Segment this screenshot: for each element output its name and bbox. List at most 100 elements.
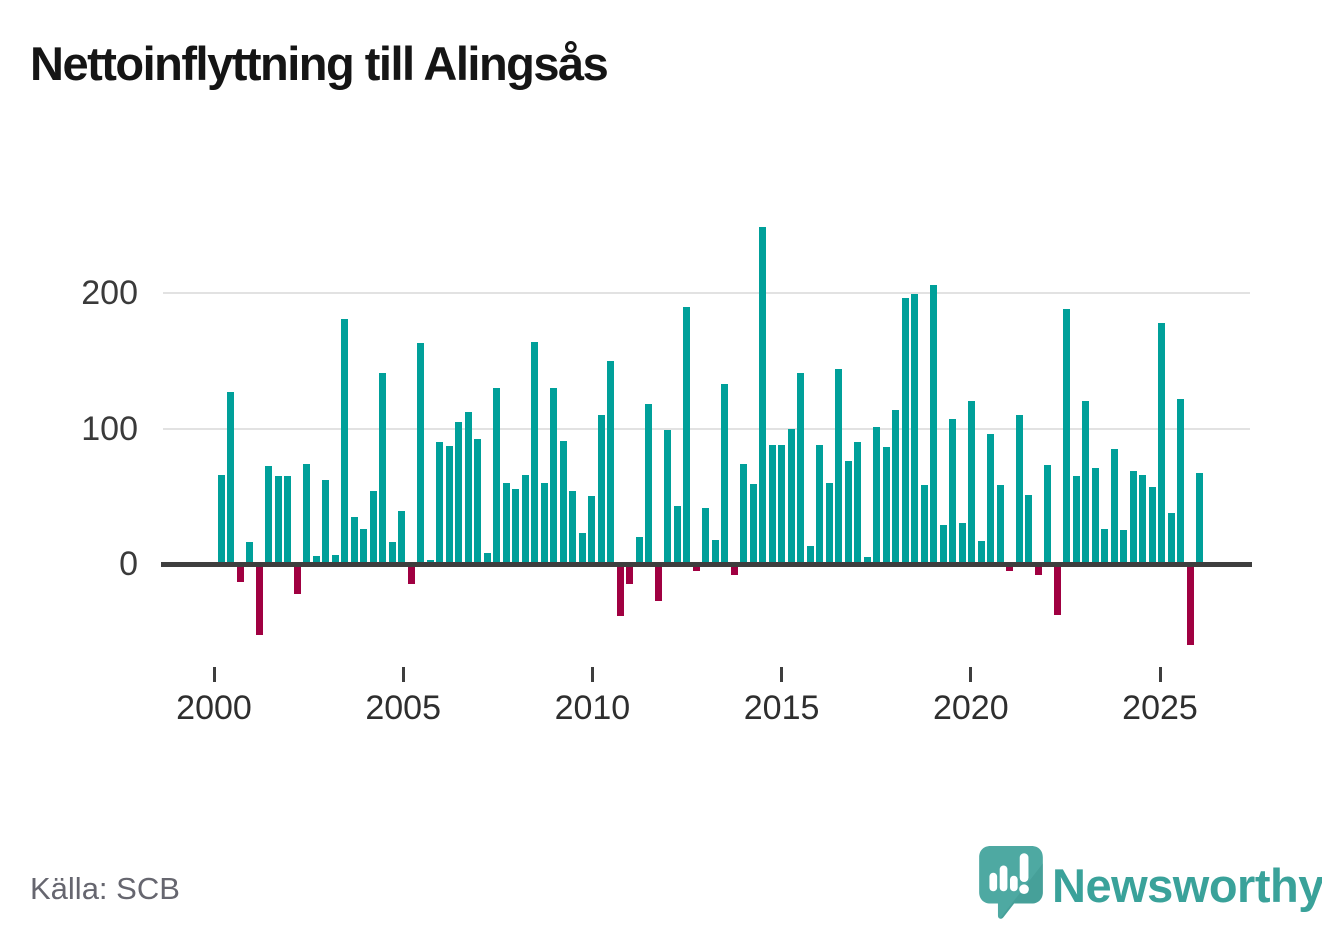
zero-axis-line — [161, 562, 1252, 567]
bar-2017q4 — [892, 409, 900, 566]
newsworthy-speech-bubble-bar-chart-icon — [979, 846, 1043, 919]
bar-2014q3 — [768, 444, 776, 566]
x-axis-label-2015: 2015 — [743, 689, 820, 727]
x-axis-label-2020: 2020 — [932, 689, 1009, 727]
bar-2010q2 — [607, 360, 615, 566]
bar-2021q1 — [1015, 414, 1023, 566]
bar-2018q3 — [920, 485, 928, 566]
x-axis-tick-2020 — [969, 667, 973, 682]
bar-2004q1 — [369, 490, 377, 566]
bar-2008q4 — [550, 387, 558, 566]
x-axis-tick-2025 — [1158, 667, 1162, 682]
bar-2024q3 — [1148, 486, 1156, 566]
bar-2002q4 — [322, 479, 330, 566]
y-axis-label-100: 100 — [81, 409, 138, 448]
bar-2006q4 — [474, 439, 482, 566]
newsworthy-wordmark: Newsworthy — [1052, 859, 1322, 912]
bar-2020q1 — [977, 540, 985, 566]
bar-2009q1 — [559, 440, 567, 566]
bar-2009q4 — [588, 496, 596, 566]
logo-bar-chart-glyph — [989, 865, 1018, 892]
bar-2008q3 — [540, 482, 548, 566]
bar-2019q1 — [939, 524, 947, 566]
gridline-200 — [163, 292, 1250, 294]
bar-2011q1 — [635, 536, 643, 566]
bar-2023q2 — [1101, 528, 1109, 566]
x-axis-tick-2000 — [212, 667, 216, 682]
y-axis-label-0: 0 — [119, 545, 138, 583]
bar-2009q3 — [578, 532, 586, 566]
bar-2000q3 — [236, 564, 244, 583]
bar-2003q2 — [341, 318, 349, 566]
bar-2007q2 — [493, 387, 501, 566]
bar-2003q4 — [360, 528, 368, 566]
bar-2017q1 — [863, 557, 871, 566]
bar-2004q3 — [388, 542, 396, 566]
bar-2002q2 — [303, 463, 311, 566]
bar-2001q3 — [274, 475, 282, 566]
bar-2012q2 — [683, 306, 691, 566]
bar-2013q2 — [721, 383, 729, 566]
bar-2012q1 — [673, 505, 681, 566]
bar-2017q2 — [873, 427, 881, 566]
bar-2015q4 — [816, 444, 824, 566]
bar-2023q3 — [1110, 448, 1118, 566]
bar-2011q4 — [664, 429, 672, 566]
x-axis-tick-2015 — [780, 667, 784, 682]
bar-2022q2 — [1063, 309, 1071, 566]
bar-2019q4 — [968, 401, 976, 566]
bar-2025q1 — [1167, 512, 1175, 566]
bar-2001q2 — [265, 466, 273, 566]
bar-2003q3 — [350, 516, 358, 566]
bar-2010q4 — [626, 564, 634, 584]
bar-2018q1 — [901, 298, 909, 566]
bar-2019q2 — [949, 419, 957, 566]
logo-exclamation-glyph — [1019, 853, 1029, 894]
bar-2015q2 — [797, 372, 805, 566]
bar-2025q4 — [1196, 473, 1204, 566]
bar-2006q3 — [464, 412, 472, 566]
bar-2009q2 — [569, 490, 577, 566]
bar-2024q2 — [1139, 474, 1147, 566]
bar-2022q3 — [1072, 475, 1080, 566]
bar-2001q1 — [255, 564, 263, 636]
bar-2018q2 — [911, 294, 919, 566]
bar-2025q2 — [1177, 398, 1185, 566]
bar-2006q2 — [455, 421, 463, 566]
bar-2002q1 — [293, 564, 301, 595]
bar-2024q4 — [1158, 322, 1166, 566]
bar-2012q3 — [692, 564, 700, 572]
bar-2020q4 — [1006, 564, 1014, 572]
bar-2014q1 — [749, 484, 757, 566]
x-axis-tick-2005 — [401, 667, 405, 682]
x-axis-tick-2010 — [590, 667, 594, 682]
gridline-100 — [163, 427, 1250, 430]
bar-2006q1 — [445, 446, 453, 566]
bar-2001q4 — [284, 475, 292, 566]
bar-2005q2 — [417, 343, 425, 566]
bar-2024q1 — [1129, 470, 1137, 566]
bar-2000q1 — [217, 474, 225, 566]
bar-2013q3 — [730, 564, 738, 576]
chart-title: Nettoinflyttning till Alingsås — [30, 37, 609, 90]
bar-2014q4 — [778, 444, 786, 566]
bar-2019q3 — [958, 523, 966, 566]
bar-2021q3 — [1034, 564, 1042, 576]
bar-2013q4 — [740, 463, 748, 566]
bar-2011q3 — [654, 564, 662, 602]
bar-2002q3 — [312, 555, 320, 566]
bar-2008q1 — [521, 474, 529, 566]
bar-2012q4 — [702, 508, 710, 566]
bar-2016q4 — [854, 442, 862, 566]
bar-2008q2 — [531, 341, 539, 566]
bar-2023q4 — [1120, 530, 1128, 566]
bar-2021q2 — [1025, 494, 1033, 566]
bar-2000q2 — [227, 391, 235, 566]
x-axis-label-2005: 2005 — [365, 689, 441, 727]
bar-2003q1 — [331, 554, 339, 566]
y-axis-label-200: 200 — [81, 274, 138, 312]
source-note: Källa: SCB — [30, 871, 180, 906]
newsworthy-branding: Newsworthy — [978, 845, 1322, 925]
bar-2022q4 — [1082, 401, 1090, 566]
